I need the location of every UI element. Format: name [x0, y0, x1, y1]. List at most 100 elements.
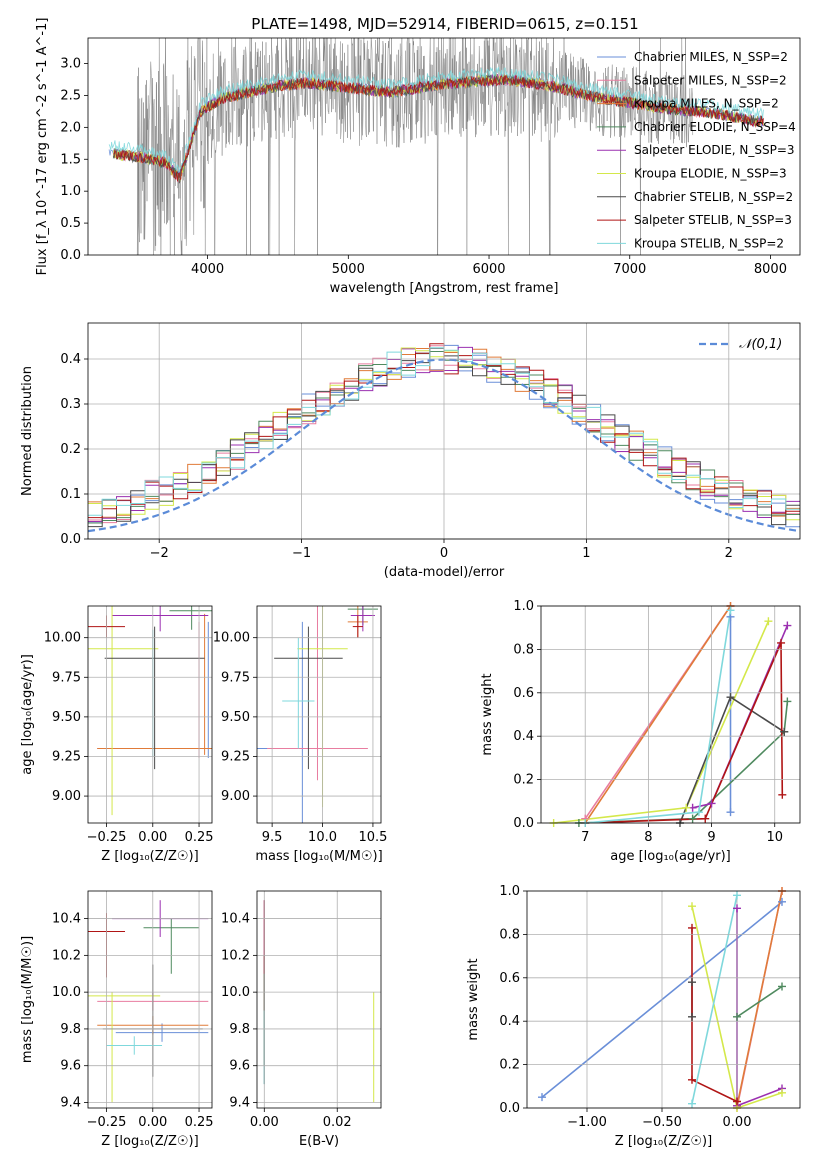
- y-tick-label: 9.75: [221, 670, 250, 685]
- series-marker: [726, 693, 735, 702]
- panel-age-vs-mass: 9.5 10.0 10.5 9.00 9.25 9.50 9.75 10.00 mass [lo…: [213, 605, 387, 864]
- series-line-7: [585, 642, 784, 823]
- x-tick-label: 6000: [472, 262, 505, 277]
- x-axis-label: E(B-V): [299, 1134, 339, 1149]
- y-tick-label: 10.4: [221, 912, 250, 927]
- axes-frame: [87, 890, 213, 1109]
- series-marker: [682, 803, 691, 812]
- series-marker: [733, 1012, 741, 1021]
- axes-frame: [526, 890, 801, 1109]
- y-tick-label: 10.2: [52, 948, 81, 963]
- axes-frame: [87, 322, 801, 540]
- series-marker: [726, 606, 735, 615]
- axes-frame: [87, 37, 801, 256]
- series-marker: [688, 923, 696, 932]
- x-tick-label: 0.25: [185, 830, 214, 845]
- y-axis-label: mass [log₁₀(M/M☉)]: [20, 936, 35, 1063]
- model-spectrum-8: [108, 66, 764, 173]
- y-tick-label: 0.1: [60, 487, 81, 502]
- x-axis-label: Z [log₁₀(Z/Z☉)]: [101, 849, 198, 864]
- y-tick-label: 10.4: [52, 912, 81, 927]
- x-tick-label: 4000: [191, 262, 224, 277]
- x-tick-label: 9: [707, 830, 715, 845]
- axes-frame: [256, 605, 382, 824]
- x-tick-label: 2: [725, 546, 733, 561]
- legend-label: Chabrier MILES, N_SSP=2: [634, 50, 788, 64]
- series-marker: [777, 638, 786, 647]
- panel-mass-vs-Z: −0.25 0.00 0.25 9.4 9.6 9.8 10.0 10.2 10.4 Z [log…: [20, 890, 214, 1149]
- legend-label: Kroupa STELIB, N_SSP=2: [634, 236, 784, 250]
- x-tick-label: 10.5: [358, 830, 387, 845]
- legend-label: Chabrier ELODIE, N_SSP=4: [634, 120, 796, 134]
- series-marker: [688, 1075, 696, 1084]
- panel-residuals: −2 −1 0 1 2 0.0 0.1 0.2 0.3 0.4 (data-model)/error…: [20, 322, 801, 580]
- x-tick-label: 1: [582, 546, 590, 561]
- y-tick-label: 9.4: [229, 1095, 250, 1110]
- y-tick-label: 10.0: [52, 985, 81, 1000]
- plot-area: [108, 38, 764, 255]
- y-tick-label: 0.2: [499, 1058, 520, 1073]
- x-axis-label: Z [log₁₀(Z/Z☉)]: [101, 1134, 198, 1149]
- y-tick-label: 10.00: [44, 631, 81, 646]
- y-axis-label: mass weight: [466, 958, 481, 1040]
- x-tick-label: −2: [150, 546, 169, 561]
- x-tick-label: 0.02: [323, 1115, 352, 1130]
- y-tick-label: 9.6: [229, 1059, 250, 1074]
- plot-area: [88, 900, 209, 1103]
- plot-area: [257, 606, 378, 823]
- series-marker: [538, 1093, 546, 1102]
- series-marker: [688, 978, 696, 987]
- legend-label: Kroupa ELODIE, N_SSP=3: [634, 167, 787, 181]
- x-tick-label: −1.00: [567, 1115, 607, 1130]
- series-marker: [778, 897, 786, 906]
- observed-spectrum: [136, 38, 694, 255]
- y-axis-label: mass weight: [480, 673, 495, 755]
- y-tick-label: 0.4: [60, 352, 81, 367]
- y-tick-label: 0.2: [513, 773, 534, 788]
- axes-frame: [256, 890, 382, 1109]
- plot-area: [263, 900, 375, 1103]
- x-axis-label: wavelength [Angstrom, rest frame]: [330, 281, 559, 296]
- series-line-3: [736, 985, 783, 1018]
- x-tick-label: −0.50: [642, 1115, 682, 1130]
- y-tick-label: 0.0: [499, 1101, 520, 1116]
- series-marker: [733, 904, 741, 913]
- x-tick-label: 0.00: [250, 1115, 279, 1130]
- legend-label: Chabrier STELIB, N_SSP=2: [634, 190, 793, 204]
- series-line-8: [691, 895, 738, 1104]
- y-tick-label: 9.75: [52, 670, 81, 685]
- series-line-4: [692, 625, 789, 809]
- x-tick-label: 5000: [332, 262, 365, 277]
- series-marker: [701, 814, 710, 823]
- series-marker: [778, 790, 787, 799]
- y-tick-label: 9.50: [52, 710, 81, 725]
- y-tick-label: 0.2: [60, 442, 81, 457]
- y-tick-label: 9.8: [229, 1022, 250, 1037]
- figure-title: PLATE=1498, MJD=52914, FIBERID=0615, z=0…: [251, 15, 638, 33]
- y-tick-label: 9.00: [52, 789, 81, 804]
- axes-frame: [87, 605, 213, 824]
- y-tick-label: 2.5: [60, 88, 81, 103]
- y-tick-label: 0.6: [499, 971, 520, 986]
- y-tick-label: 10.0: [221, 985, 250, 1000]
- panel-spectrum: 4000 5000 6000 7000 8000 0.0 0.5 1.0 1.5 2.0 2.5 3.…: [35, 18, 801, 296]
- y-tick-label: 9.00: [221, 789, 250, 804]
- y-tick-label: 2.0: [60, 120, 81, 135]
- series-marker: [726, 808, 735, 817]
- y-tick-label: 1.5: [60, 152, 81, 167]
- series-marker: [733, 1097, 741, 1106]
- x-axis-label: mass [log₁₀(M/M☉)]: [255, 849, 382, 864]
- x-tick-label: 7: [581, 830, 589, 845]
- x-axis-label: (data-model)/error: [384, 565, 505, 580]
- x-tick-label: 9.5: [262, 830, 283, 845]
- series-marker: [783, 697, 792, 706]
- x-tick-label: 8000: [754, 262, 787, 277]
- series-line-5: [691, 906, 783, 1108]
- y-tick-label: 0.6: [513, 686, 534, 701]
- model-spectrum-7: [113, 73, 764, 182]
- series-line-5: [553, 620, 770, 823]
- y-tick-label: 0.4: [499, 1014, 520, 1029]
- series-marker: [780, 727, 789, 736]
- y-tick-label: 0.3: [60, 397, 81, 412]
- axes-frame: [540, 605, 801, 824]
